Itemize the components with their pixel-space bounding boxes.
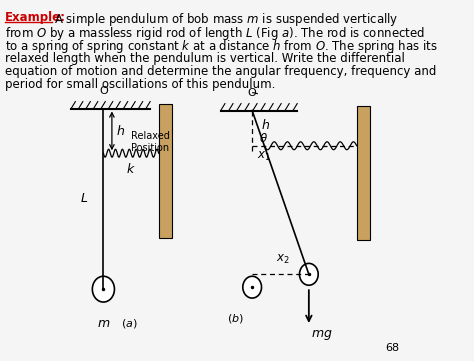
Text: Relaxed
Position: Relaxed Position: [131, 131, 170, 153]
Bar: [357, 105, 370, 240]
Circle shape: [92, 276, 114, 302]
Text: $x_2$: $x_2$: [276, 253, 290, 266]
Text: $(a)$: $(a)$: [120, 317, 137, 330]
Text: O: O: [248, 88, 256, 97]
Text: $L$: $L$: [80, 192, 88, 205]
Circle shape: [243, 276, 262, 298]
Text: O: O: [99, 86, 108, 96]
Text: to a spring of spring constant $k$ at a distance $h$ from $O$. The spring has it: to a spring of spring constant $k$ at a …: [5, 38, 438, 55]
Text: 68: 68: [385, 343, 399, 353]
Text: $h$: $h$: [261, 118, 270, 132]
Text: $h$: $h$: [116, 124, 125, 138]
Text: $(b)$: $(b)$: [227, 312, 244, 325]
Text: $k$: $k$: [126, 162, 136, 176]
Text: $x_1$: $x_1$: [257, 150, 271, 163]
Text: $mg$: $mg$: [311, 328, 333, 342]
Text: from $O$ by a massless rigid rod of length $L$ (Fig $a$). The rod is connected: from $O$ by a massless rigid rod of leng…: [5, 25, 425, 42]
Circle shape: [300, 264, 318, 285]
Text: equation of motion and determine the angular frequency, frequency and: equation of motion and determine the ang…: [5, 65, 436, 78]
Text: $\theta$: $\theta$: [259, 132, 268, 145]
Text: Example:: Example:: [5, 11, 66, 24]
Text: period for small oscillations of this pendulum.: period for small oscillations of this pe…: [5, 78, 275, 91]
Bar: [159, 104, 172, 238]
Text: A simple pendulum of bob mass $m$ is suspended vertically: A simple pendulum of bob mass $m$ is sus…: [54, 11, 399, 28]
Text: $m$: $m$: [97, 317, 110, 330]
Text: relaxed length when the pendulum is vertical. Write the differential: relaxed length when the pendulum is vert…: [5, 52, 405, 65]
